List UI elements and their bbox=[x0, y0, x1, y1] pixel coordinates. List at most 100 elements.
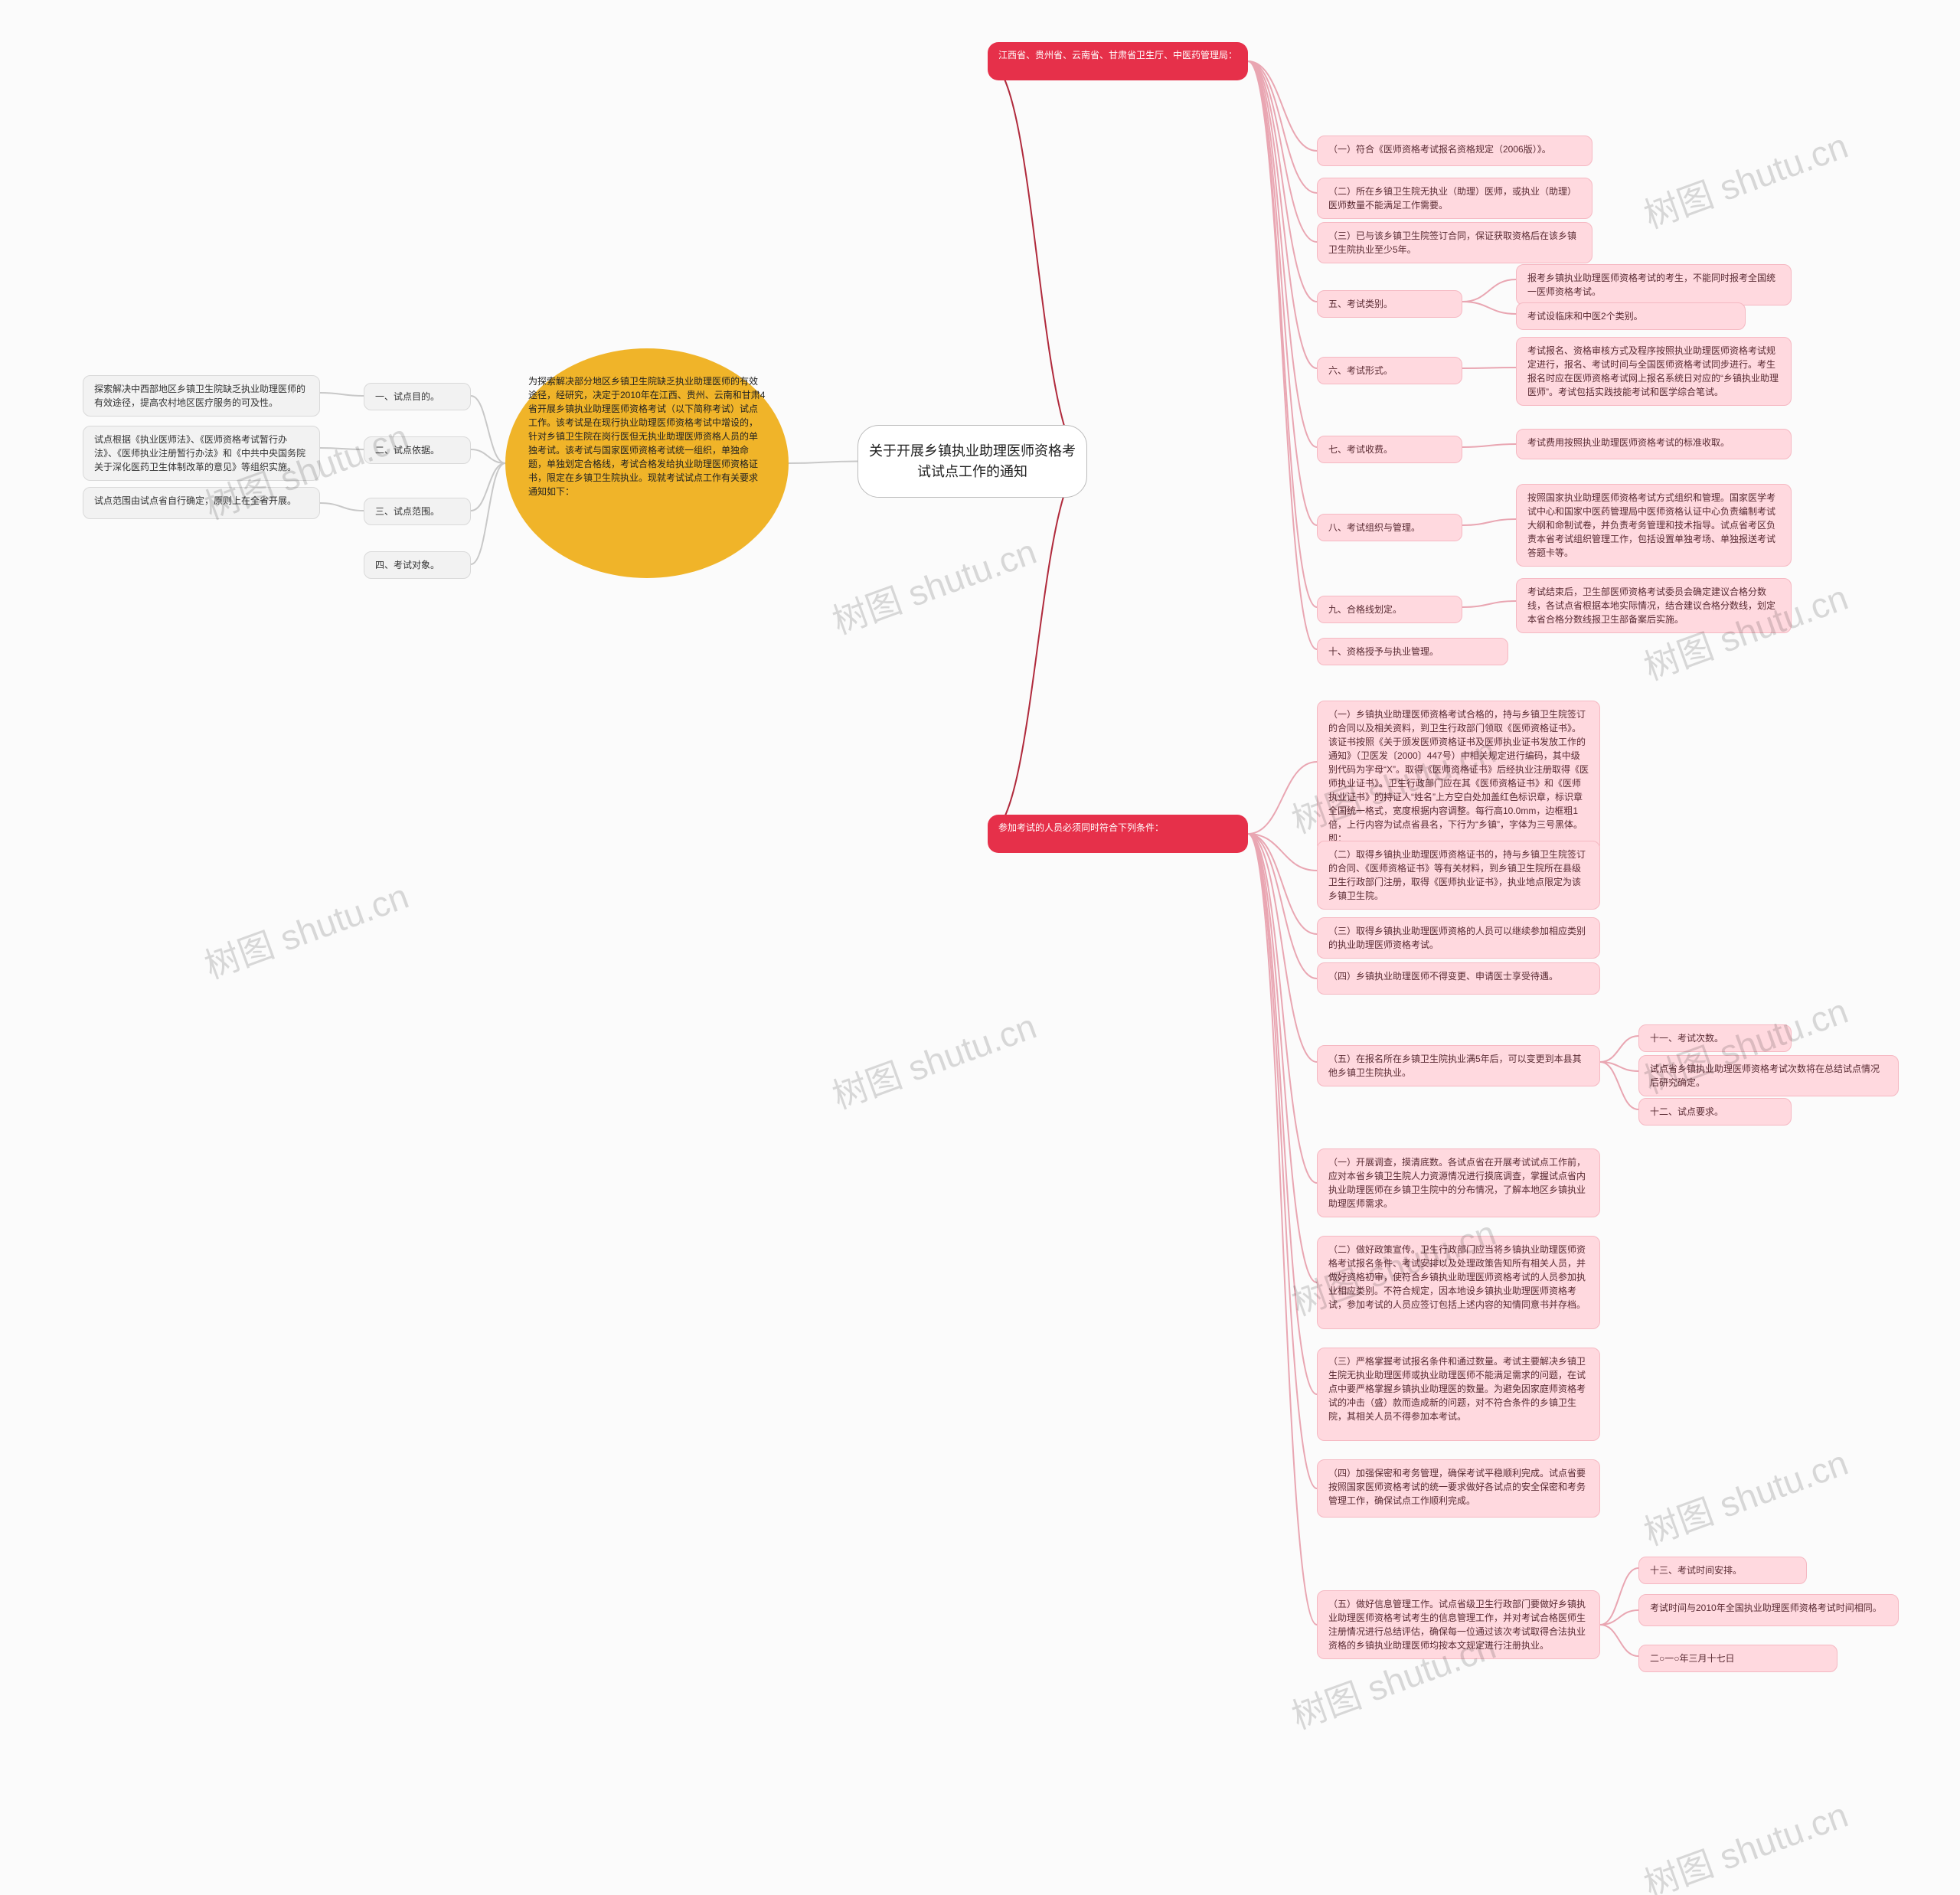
watermark: 树图 shutu.cn bbox=[825, 998, 1042, 1119]
node-p3: （三）已与该乡镇卫生院签订合同，保证获取资格后在该乡镇卫生院执业至少5年。 bbox=[1317, 222, 1592, 263]
node-label: （二）所在乡镇卫生院无执业（助理）医师，或执业（助理）医师数量不能满足工作需要。 bbox=[1328, 186, 1576, 211]
node-yellow: 为探索解决部分地区乡镇卫生院缺乏执业助理医师的有效途径，经研究，决定于2010年… bbox=[505, 348, 789, 578]
watermark: 树图 shutu.cn bbox=[1636, 1435, 1854, 1555]
node-q5c: 十二、试点要求。 bbox=[1638, 1098, 1792, 1126]
watermark-text: 树图 shutu.cn bbox=[1639, 1795, 1854, 1895]
edge bbox=[1248, 762, 1317, 834]
node-label: 十、资格授予与执业管理。 bbox=[1328, 646, 1439, 657]
node-q10a: 十三、考试时间安排。 bbox=[1638, 1557, 1807, 1584]
edge bbox=[1248, 834, 1317, 979]
node-label: 一、试点目的。 bbox=[375, 391, 439, 402]
node-p5: 五、考试类别。 bbox=[1317, 290, 1462, 318]
node-p7: 七、考试收费。 bbox=[1317, 436, 1462, 463]
node-label: 考试时间与2010年全国执业助理医师资格考试时间相同。 bbox=[1650, 1603, 1882, 1613]
node-label: 九、合格线划定。 bbox=[1328, 604, 1402, 615]
node-p1: （一）符合《医师资格考试报名资格规定（2006版）》。 bbox=[1317, 136, 1592, 166]
node-left2: 二、试点依据。 bbox=[364, 436, 471, 464]
node-r_top: 江西省、贵州省、云南省、甘肃省卫生厅、中医药管理局： bbox=[988, 42, 1248, 80]
node-label: （五）在报名所在乡镇卫生院执业满5年后，可以变更到本县其他乡镇卫生院执业。 bbox=[1328, 1054, 1582, 1078]
node-label: 考试报名、资格审核方式及程序按照执业助理医师资格考试规定进行，报名、考试时间与全… bbox=[1527, 345, 1779, 397]
edge bbox=[789, 462, 858, 464]
node-label: 八、考试组织与管理。 bbox=[1328, 522, 1420, 533]
edge bbox=[1600, 1036, 1638, 1062]
edge bbox=[471, 463, 505, 564]
node-label: （三）取得乡镇执业助理医师资格的人员可以继续参加相应类别的执业助理医师资格考试。 bbox=[1328, 926, 1586, 950]
node-label: 五、考试类别。 bbox=[1328, 299, 1393, 309]
node-label: 二○一○年三月十七日 bbox=[1650, 1653, 1735, 1664]
node-label: 关于开展乡镇执业助理医师资格考试试点工作的通知 bbox=[869, 441, 1076, 482]
node-q5b: 试点省乡镇执业助理医师资格考试次数将在总结试点情况后研究确定。 bbox=[1638, 1055, 1899, 1096]
node-label: （一）开展调查，摸清底数。各试点省在开展考试试点工作前，应对本省乡镇卫生院人力资… bbox=[1328, 1157, 1586, 1209]
node-q10c: 二○一○年三月十七日 bbox=[1638, 1645, 1838, 1672]
node-q4: （四）乡镇执业助理医师不得变更、申请医士享受待遇。 bbox=[1317, 962, 1600, 995]
node-label: （四）加强保密和考务管理，确保考试平稳顺利完成。试点省要按照国家医师资格考试的统… bbox=[1328, 1468, 1586, 1506]
edge bbox=[1248, 61, 1317, 242]
edge bbox=[1248, 834, 1317, 1488]
node-label: （一）乡镇执业助理医师资格考试合格的，持与乡镇卫生院签订的合同以及相关资料，到卫… bbox=[1328, 709, 1589, 844]
edge bbox=[1248, 61, 1317, 649]
node-label: 考试设临床和中医2个类别。 bbox=[1527, 311, 1643, 322]
node-label: 四、考试对象。 bbox=[375, 560, 439, 570]
node-left3b: 试点范围由试点省自行确定，原则上在全省开展。 bbox=[83, 487, 320, 519]
edge bbox=[1248, 834, 1317, 934]
edge bbox=[988, 462, 1087, 835]
edge bbox=[320, 503, 364, 511]
edge bbox=[1600, 1625, 1638, 1656]
node-label: （五）做好信息管理工作。试点省级卫生行政部门要做好乡镇执业助理医师资格考试考生的… bbox=[1328, 1599, 1586, 1651]
node-q10: （五）做好信息管理工作。试点省级卫生行政部门要做好乡镇执业助理医师资格考试考生的… bbox=[1317, 1590, 1600, 1659]
watermark-text: 树图 shutu.cn bbox=[828, 1006, 1042, 1116]
node-r_mid: 参加考试的人员必须同时符合下列条件： bbox=[988, 815, 1248, 853]
edge bbox=[1600, 1062, 1638, 1109]
node-q1: （一）乡镇执业助理医师资格考试合格的，持与乡镇卫生院签订的合同以及相关资料，到卫… bbox=[1317, 701, 1600, 852]
edge bbox=[1462, 519, 1516, 525]
node-p2: （二）所在乡镇卫生院无执业（助理）医师，或执业（助理）医师数量不能满足工作需要。 bbox=[1317, 178, 1592, 219]
watermark-text: 树图 shutu.cn bbox=[828, 531, 1042, 642]
node-left2b: 试点根据《执业医师法》、《医师资格考试暂行办法》、《医师执业注册暂行办法》和《中… bbox=[83, 426, 320, 481]
node-label: 为探索解决部分地区乡镇卫生院缺乏执业助理医师的有效途径，经研究，决定于2010年… bbox=[528, 376, 765, 497]
edge bbox=[1600, 1568, 1638, 1625]
node-p9a: 考试结束后，卫生部医师资格考试委员会确定建议合格分数线，各试点省根据本地实际情况… bbox=[1516, 578, 1792, 633]
node-label: 六、考试形式。 bbox=[1328, 365, 1393, 376]
edge bbox=[1600, 1610, 1638, 1625]
edge bbox=[1248, 61, 1317, 193]
node-label: 七、考试收费。 bbox=[1328, 444, 1393, 455]
node-label: 十二、试点要求。 bbox=[1650, 1106, 1723, 1117]
node-q7: （二）做好政策宣传。卫生行政部门应当将乡镇执业助理医师资格考试报名条件、考试安排… bbox=[1317, 1236, 1600, 1329]
node-label: 考试结束后，卫生部医师资格考试委员会确定建议合格分数线，各试点省根据本地实际情况… bbox=[1527, 586, 1775, 625]
edge bbox=[1248, 834, 1317, 1625]
node-q3: （三）取得乡镇执业助理医师资格的人员可以继续参加相应类别的执业助理医师资格考试。 bbox=[1317, 917, 1600, 959]
edge bbox=[1248, 61, 1317, 151]
node-p6: 六、考试形式。 bbox=[1317, 357, 1462, 384]
edge bbox=[320, 393, 364, 396]
node-center: 关于开展乡镇执业助理医师资格考试试点工作的通知 bbox=[858, 425, 1087, 498]
node-label: 探索解决中西部地区乡镇卫生院缺乏执业助理医师的有效途径，提高农村地区医疗服务的可… bbox=[94, 384, 305, 408]
node-label: （三）严格掌握考试报名条件和通过数量。考试主要解决乡镇卫生院无执业助理医师或执业… bbox=[1328, 1356, 1586, 1422]
mindmap-canvas: 关于开展乡镇执业助理医师资格考试试点工作的通知 为探索解决部分地区乡镇卫生院缺乏执… bbox=[0, 0, 1960, 1895]
watermark-text: 树图 shutu.cn bbox=[200, 876, 414, 986]
watermark-text: 树图 shutu.cn bbox=[1639, 126, 1854, 236]
node-label: 三、试点范围。 bbox=[375, 506, 439, 517]
node-q8: （三）严格掌握考试报名条件和通过数量。考试主要解决乡镇卫生院无执业助理医师或执业… bbox=[1317, 1348, 1600, 1441]
node-p9: 九、合格线划定。 bbox=[1317, 596, 1462, 623]
node-p5a: 报考乡镇执业助理医师资格考试的考生，不能同时报考全国统一医师资格考试。 bbox=[1516, 264, 1792, 305]
edge bbox=[1462, 444, 1516, 447]
edge bbox=[1248, 61, 1317, 302]
edge bbox=[1248, 61, 1317, 607]
edge bbox=[471, 449, 505, 463]
node-label: （一）符合《医师资格考试报名资格规定（2006版）》。 bbox=[1328, 144, 1551, 155]
node-label: 江西省、贵州省、云南省、甘肃省卫生厅、中医药管理局： bbox=[998, 50, 1237, 60]
node-label: （四）乡镇执业助理医师不得变更、申请医士享受待遇。 bbox=[1328, 971, 1558, 982]
edge bbox=[988, 61, 1087, 462]
watermark: 树图 shutu.cn bbox=[825, 524, 1042, 644]
node-label: 试点省乡镇执业助理医师资格考试次数将在总结试点情况后研究确定。 bbox=[1650, 1063, 1880, 1088]
edge bbox=[1248, 834, 1317, 871]
node-p7a: 考试费用按照执业助理医师资格考试的标准收取。 bbox=[1516, 429, 1792, 459]
watermark: 树图 shutu.cn bbox=[1636, 118, 1854, 238]
node-q2: （二）取得乡镇执业助理医师资格证书的，持与乡镇卫生院签订的合同、《医师资格证书》… bbox=[1317, 841, 1600, 910]
node-left1b: 探索解决中西部地区乡镇卫生院缺乏执业助理医师的有效途径，提高农村地区医疗服务的可… bbox=[83, 375, 320, 417]
node-label: 参加考试的人员必须同时符合下列条件： bbox=[998, 822, 1164, 833]
edge bbox=[1248, 834, 1317, 1062]
node-p8a: 按照国家执业助理医师资格考试方式组织和管理。国家医学考试中心和国家中医药管理局中… bbox=[1516, 484, 1792, 567]
node-label: 二、试点依据。 bbox=[375, 445, 439, 456]
node-p10: 十、资格授予与执业管理。 bbox=[1317, 638, 1508, 665]
